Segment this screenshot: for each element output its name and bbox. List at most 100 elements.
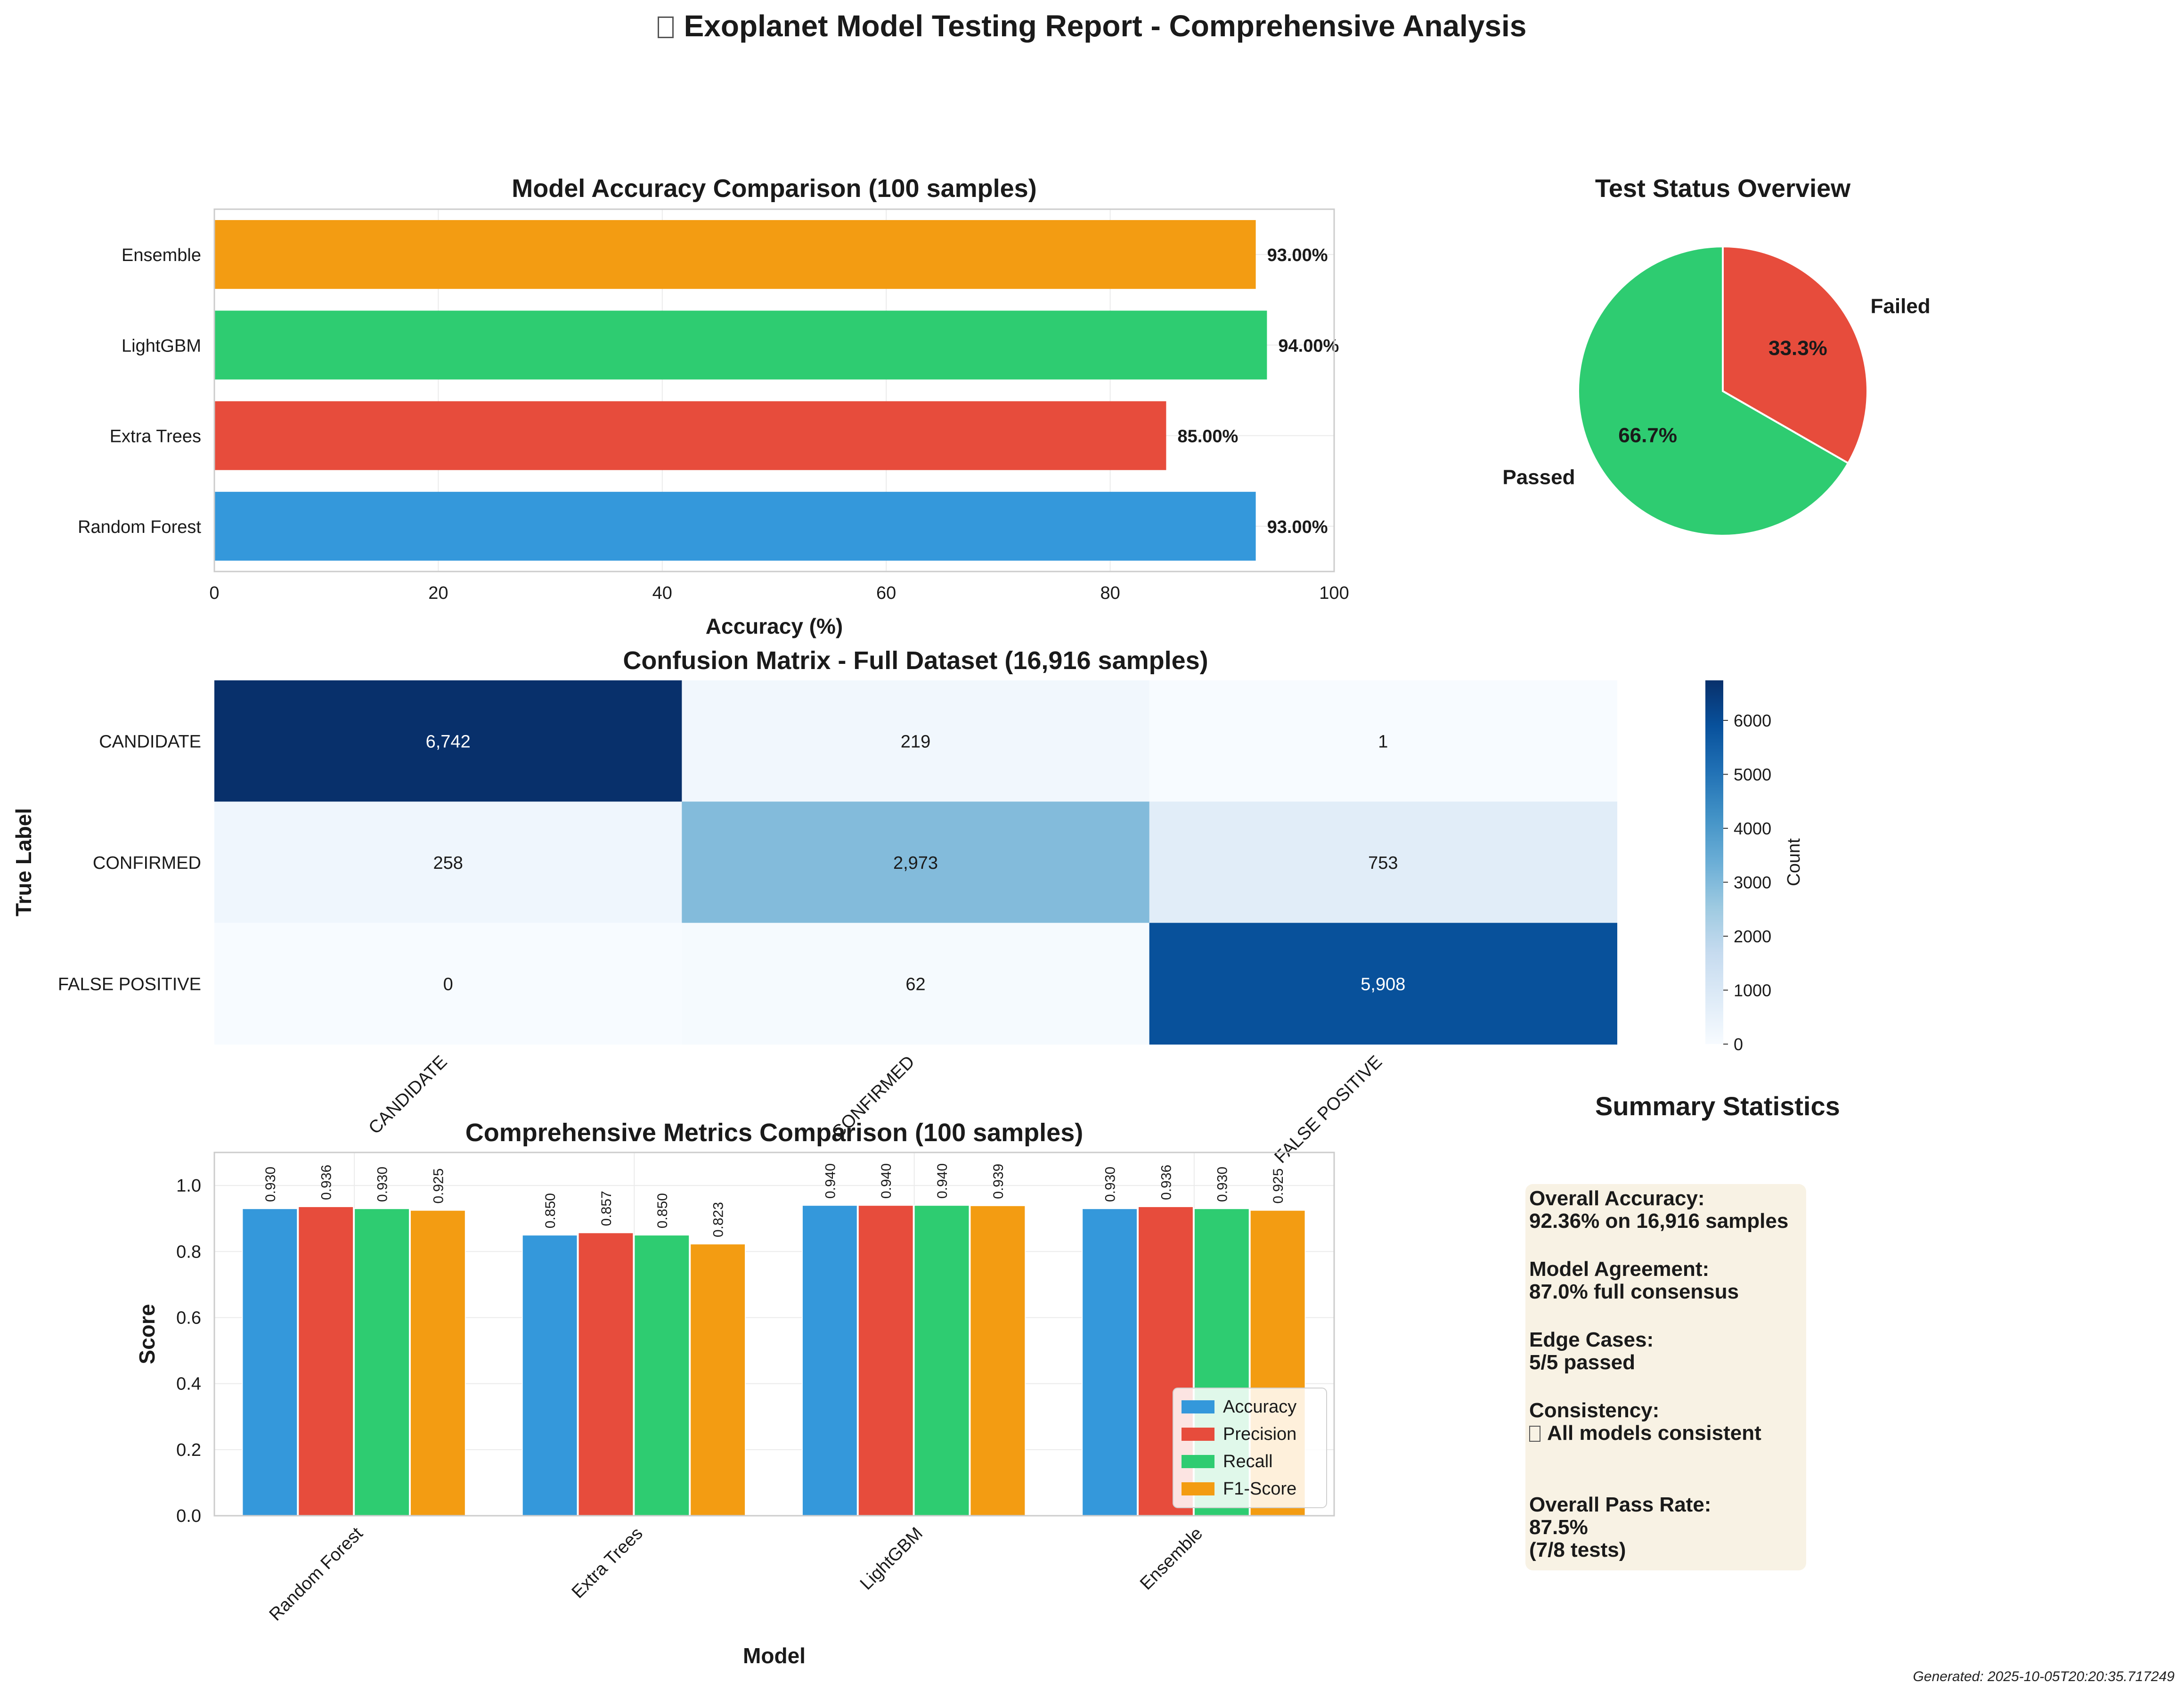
confusion-chart-title: Confusion Matrix - Full Dataset (16,916 … (623, 646, 1208, 675)
metrics-bar (913, 1205, 970, 1517)
accuracy-x-tick-label: 20 (428, 583, 448, 603)
heatmap-cell-value: 0 (443, 974, 453, 994)
metrics-bar (857, 1205, 914, 1517)
metrics-bar-label: 0.940 (879, 1163, 894, 1199)
pie-percent-label: 66.7% (1618, 424, 1677, 447)
metrics-bar-label: 0.930 (375, 1167, 391, 1202)
pie-slice (1577, 245, 1850, 537)
metrics-y-axis-label: Score (135, 1304, 159, 1364)
metrics-y-tick-label: 0.0 (176, 1506, 201, 1526)
summary-line: (7/8 tests) (1529, 1538, 1626, 1561)
summary-line: Edge Cases: (1529, 1328, 1654, 1351)
accuracy-x-tick-label: 0 (209, 583, 219, 603)
report-title-text: Exoplanet Model Testing Report - Compreh… (684, 9, 1527, 43)
accuracy-value-label: 93.00% (1267, 245, 1328, 265)
colorbar-tick-label: 0 (1734, 1035, 1743, 1054)
metrics-bar-label: 0.930 (1103, 1167, 1118, 1202)
heatmap-cell-value: 1 (1378, 732, 1388, 752)
accuracy-bar (214, 491, 1256, 561)
metrics-bar-label: 0.940 (935, 1163, 950, 1199)
accuracy-bar (214, 401, 1166, 470)
metrics-y-tick-label: 1.0 (176, 1176, 201, 1196)
metrics-bar (970, 1205, 1026, 1517)
accuracy-x-tick-label: 100 (1319, 583, 1349, 603)
metrics-bar-label: 0.930 (263, 1167, 278, 1202)
metrics-bar-label: 0.939 (991, 1164, 1006, 1199)
heatmap-cell (682, 680, 1150, 802)
metrics-bar (801, 1205, 858, 1517)
metrics-category-label: LightGBM (856, 1524, 927, 1594)
accuracy-value-label: 85.00% (1177, 427, 1238, 447)
metrics-bar-label: 0.850 (655, 1193, 670, 1228)
pie-chart-title: Test Status Overview (1595, 174, 1851, 203)
summary-line: Overall Accuracy: (1529, 1187, 1705, 1210)
heatmap-col-label: FALSE POSITIVE (1271, 1052, 1386, 1168)
heatmap-cell (214, 680, 683, 802)
metrics-bar-label: 0.857 (599, 1191, 614, 1226)
metrics-y-tick-label: 0.8 (176, 1242, 201, 1262)
pie-slice-label: Failed (1871, 295, 1931, 318)
summary-line: Consistency: (1529, 1399, 1660, 1422)
summary-line-consistency: All models consistent (1529, 1422, 1761, 1445)
colorbar (1705, 680, 1723, 1044)
summary-line: 5/5 passed (1529, 1351, 1636, 1374)
heatmap-cell (682, 801, 1150, 923)
heatmap-cell-value: 219 (901, 732, 930, 752)
accuracy-category-label: LightGBM (122, 336, 201, 356)
accuracy-category-label: Ensemble (122, 245, 201, 265)
pie-percent-label: 33.3% (1768, 337, 1827, 360)
legend-label: Recall (1223, 1452, 1273, 1471)
heatmap-cell-value: 753 (1368, 853, 1398, 873)
heatmap-cell-value: 62 (905, 974, 925, 994)
heatmap-cell (214, 801, 683, 923)
heatmap-cell (682, 923, 1150, 1045)
colorbar-tick-label: 6000 (1734, 711, 1771, 730)
colorbar-label: Count (1784, 838, 1804, 886)
accuracy-value-label: 94.00% (1278, 336, 1339, 356)
heatmap-cell (1149, 923, 1617, 1045)
heatmap-cell (214, 923, 683, 1045)
legend-swatch (1182, 1400, 1214, 1413)
summary-line: 92.36% on 16,916 samples (1529, 1209, 1789, 1233)
legend-label: F1-Score (1223, 1479, 1296, 1499)
summary-title: Summary Statistics (1595, 1091, 1840, 1121)
generated-timestamp: Generated: 2025-10-05T20:20:35.717249 (1913, 1669, 2175, 1684)
accuracy-category-label: Random Forest (78, 517, 201, 537)
legend-swatch (1182, 1455, 1214, 1468)
heatmap-cell (1149, 801, 1617, 923)
metrics-bar (409, 1209, 466, 1517)
metrics-chart-title: Comprehensive Metrics Comparison (100 sa… (465, 1119, 1083, 1147)
heatmap-row-label: CONFIRMED (93, 853, 201, 873)
heatmap-y-axis-label: True Label (11, 808, 36, 916)
accuracy-x-tick-label: 40 (652, 583, 672, 603)
metrics-bar (242, 1208, 298, 1516)
confusion-matrix-chart: Confusion Matrix - Full Dataset (16,916 … (11, 646, 1804, 1167)
metrics-category-label: Extra Trees (568, 1524, 647, 1602)
heatmap-cell-value: 2,973 (893, 853, 938, 873)
accuracy-bar (214, 310, 1267, 380)
heatmap-cell-value: 5,908 (1361, 974, 1405, 994)
accuracy-chart-title: Model Accuracy Comparison (100 samples) (512, 174, 1036, 203)
metrics-y-tick-label: 0.2 (176, 1440, 201, 1460)
legend-label: Precision (1223, 1424, 1296, 1444)
metrics-chart: Comprehensive Metrics Comparison (100 sa… (135, 1119, 1335, 1668)
metrics-bar-label: 0.936 (319, 1165, 334, 1200)
legend-label: Accuracy (1223, 1397, 1296, 1417)
metrics-bar (522, 1234, 578, 1516)
metrics-legend (1173, 1388, 1327, 1508)
metrics-bar (1082, 1208, 1138, 1516)
metrics-bar-label: 0.925 (431, 1168, 446, 1204)
metrics-bar (354, 1208, 410, 1516)
metrics-y-tick-label: 0.6 (176, 1308, 201, 1328)
metrics-bar-label: 0.940 (823, 1163, 838, 1199)
missing-glyph-icon (1529, 1426, 1540, 1442)
heatmap-row-label: CANDIDATE (99, 732, 201, 752)
metrics-bar (298, 1206, 354, 1516)
colorbar-tick-label: 2000 (1734, 927, 1771, 946)
metrics-bar-label: 0.936 (1158, 1165, 1174, 1200)
colorbar-tick-label: 1000 (1734, 980, 1771, 1000)
metrics-bar-label: 0.925 (1271, 1168, 1286, 1204)
accuracy-x-axis-label: Accuracy (%) (706, 614, 843, 638)
metrics-bar (690, 1243, 746, 1517)
